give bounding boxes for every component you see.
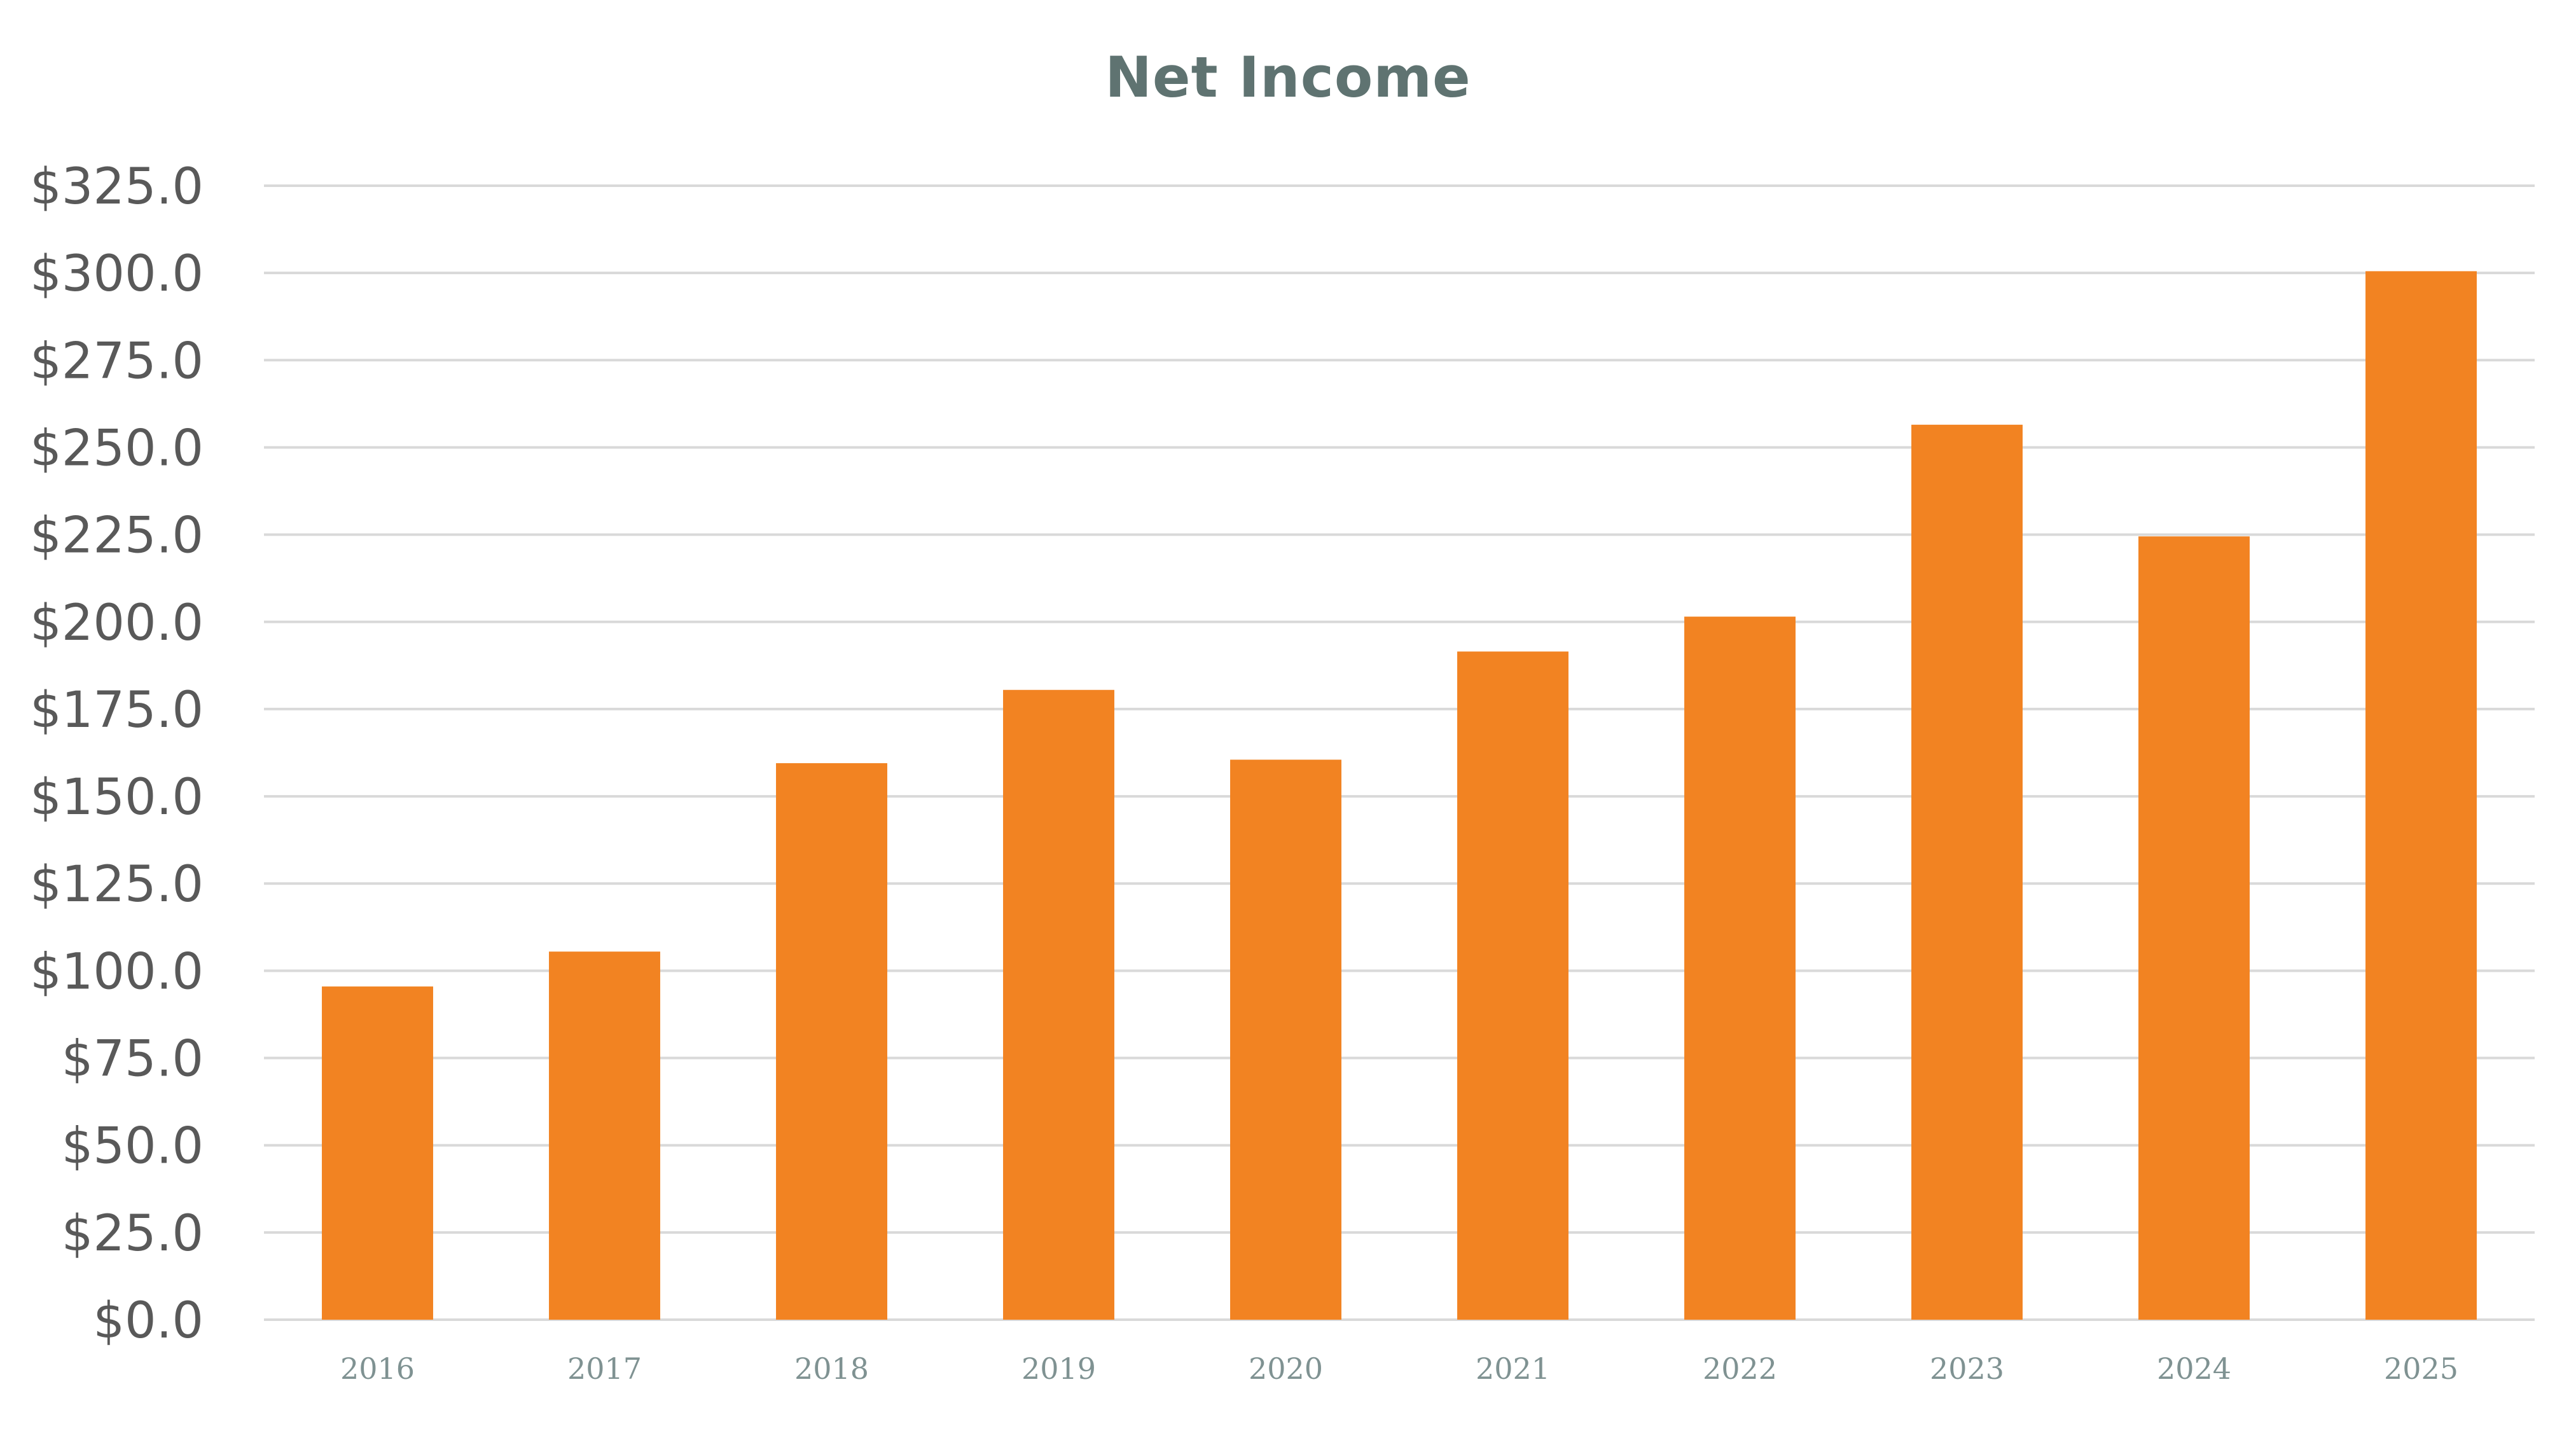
bar-2022 (1684, 616, 1796, 1320)
y-tick-label: $225.0 (30, 508, 204, 565)
y-tick-label: $75.0 (62, 1031, 204, 1088)
x-tick-label: 2019 (1021, 1352, 1096, 1386)
y-tick-label: $275.0 (30, 333, 204, 390)
x-tick-label: 2016 (340, 1352, 415, 1386)
x-axis-ticks: 2016 2017 2018 2019 2020 2021 2022 2023 2024 2025 (340, 1352, 2458, 1386)
y-tick-label: $300.0 (30, 245, 204, 303)
y-tick-label: $325.0 (30, 158, 204, 216)
bar-2019 (1003, 689, 1114, 1320)
bar-2017 (549, 951, 660, 1320)
bar-2024 (2138, 536, 2250, 1320)
y-tick-label: $25.0 (62, 1205, 204, 1262)
y-tick-label: $125.0 (30, 856, 204, 913)
x-tick-label: 2025 (2384, 1352, 2458, 1386)
bar-2023 (1911, 424, 2023, 1320)
x-tick-label: 2018 (794, 1352, 869, 1386)
x-tick-label: 2023 (1930, 1352, 2004, 1386)
x-tick-label: 2024 (2157, 1352, 2231, 1386)
chart-title: Net Income (1105, 45, 1471, 110)
bars (322, 271, 2477, 1320)
y-tick-label: $200.0 (30, 595, 204, 652)
bar-2025 (2365, 271, 2477, 1320)
bar-2018 (776, 763, 887, 1320)
x-tick-label: 2021 (1476, 1352, 1550, 1386)
bar-2016 (322, 986, 433, 1320)
y-tick-label: $100.0 (30, 943, 204, 1000)
y-axis-ticks: $0.0 $25.0 $50.0 $75.0 $100.0 $125.0 $150.0 $17… (30, 158, 204, 1350)
x-tick-label: 2017 (567, 1352, 642, 1386)
bar-2021 (1457, 651, 1568, 1320)
x-tick-label: 2022 (1703, 1352, 1777, 1386)
y-tick-label: $150.0 (30, 769, 204, 826)
y-tick-label: $175.0 (30, 682, 204, 739)
bar-2020 (1230, 759, 1341, 1320)
y-tick-label: $0.0 (93, 1292, 204, 1350)
x-tick-label: 2020 (1249, 1352, 1323, 1386)
y-tick-label: $50.0 (62, 1118, 204, 1175)
y-tick-label: $250.0 (30, 420, 204, 477)
